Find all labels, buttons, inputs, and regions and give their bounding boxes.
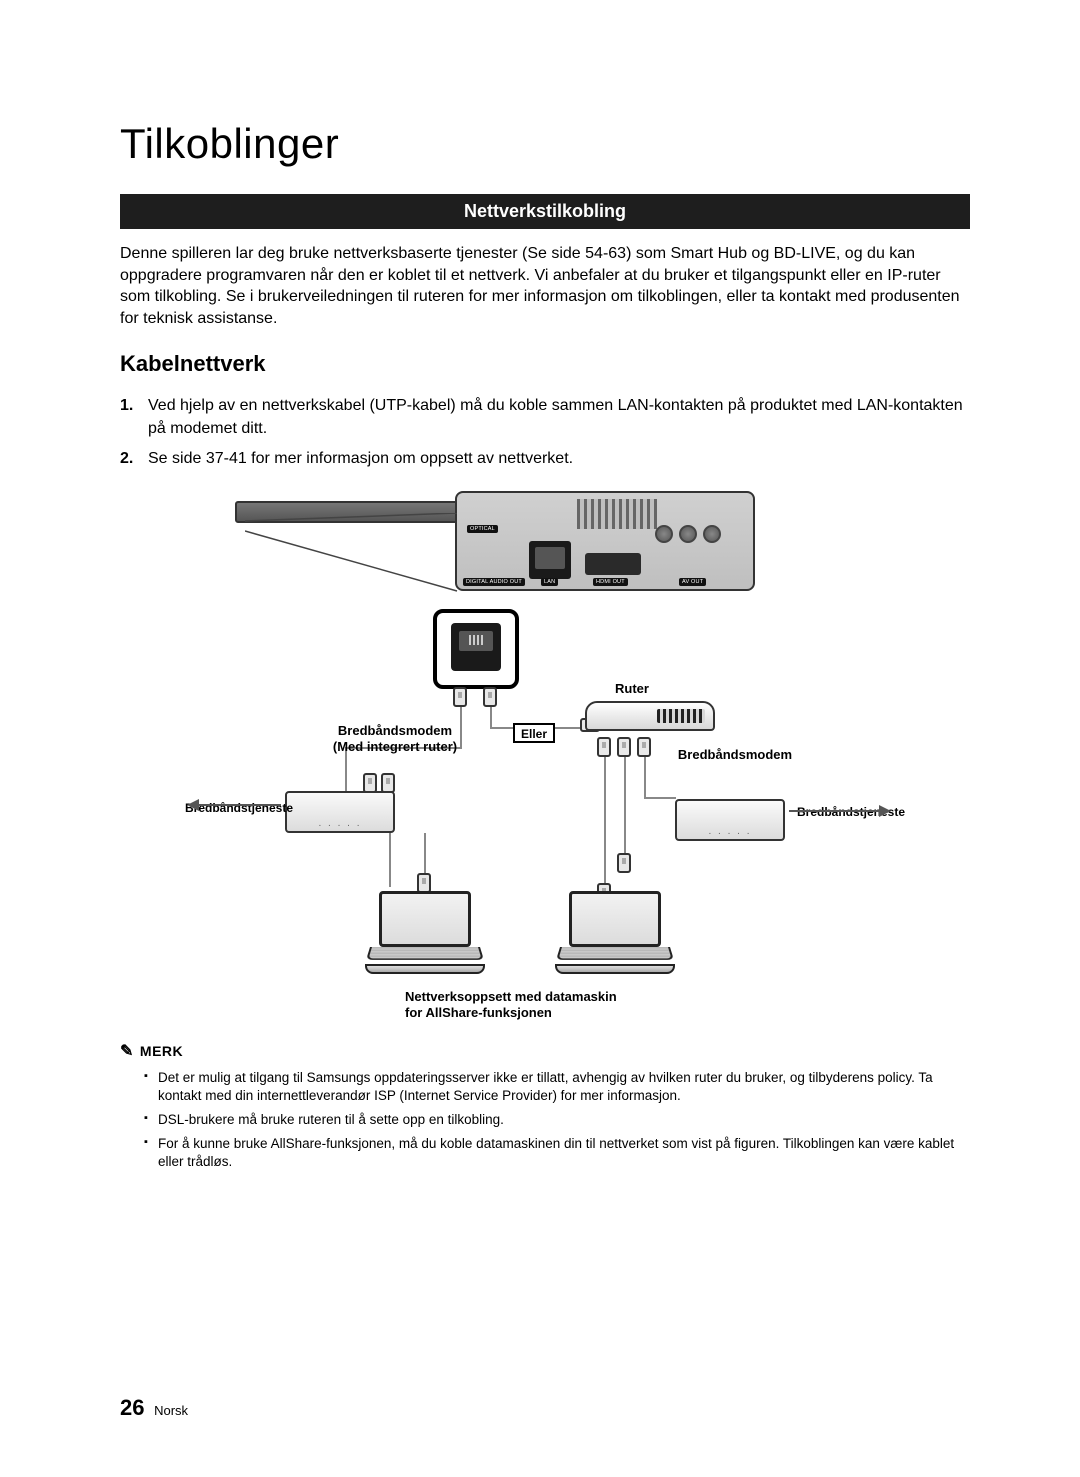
laptop-left-icon	[365, 891, 485, 971]
arrow-left-icon	[185, 793, 285, 817]
label-hdmi: HDMI OUT	[593, 578, 628, 586]
step-list: 1. Ved hjelp av en nettverkskabel (UTP-k…	[120, 395, 970, 470]
rj45-plug-icon	[417, 873, 431, 893]
label-modem-right: Bredbåndsmodem	[655, 747, 815, 763]
cable-segment	[644, 757, 646, 797]
cable-segment	[490, 707, 492, 727]
vent-icon	[577, 499, 657, 529]
subheading-kabelnettverk: Kabelnettverk	[120, 351, 970, 377]
label-av: AV OUT	[679, 578, 706, 586]
intro-paragraph: Denne spilleren lar deg bruke nettverksb…	[120, 243, 970, 329]
cable-segment	[604, 757, 606, 887]
modem-right-icon	[675, 799, 785, 841]
note-heading: ✎ MERK	[120, 1041, 970, 1061]
diagram-caption: Nettverksoppsett med datamaskin for AllS…	[405, 989, 685, 1022]
caption-line2: for AllShare-funksjonen	[405, 1005, 552, 1020]
note-item-1: Det er mulig at tilgang til Samsungs opp…	[144, 1069, 970, 1105]
cable-segment	[624, 757, 626, 857]
cable-segment	[424, 833, 426, 873]
rj45-plug-icon	[637, 737, 651, 757]
chapter-title: Tilkoblinger	[120, 120, 970, 168]
cable-segment	[644, 797, 676, 799]
rj45-plug-icon	[453, 687, 467, 707]
note-item-2: DSL-brukere må bruke ruteren til å sette…	[144, 1111, 970, 1129]
step-2-num: 2.	[120, 448, 148, 470]
note-item-3: For å kunne bruke AllShare-funksjonen, m…	[144, 1135, 970, 1171]
step-2: 2. Se side 37-41 for mer informasjon om …	[120, 448, 970, 470]
caption-line1: Nettverksoppsett med datamaskin	[405, 989, 617, 1004]
lan-port-icon	[529, 541, 571, 579]
section-bar: Nettverkstilkobling	[120, 194, 970, 229]
zoom-lines-icon	[245, 513, 535, 593]
rj45-plug-icon	[381, 773, 395, 793]
label-modem-left-line2: (Med integrert ruter)	[333, 739, 457, 754]
label-eller: Eller	[513, 723, 555, 743]
label-modem-left: Bredbåndsmodem (Med integrert ruter)	[315, 723, 475, 756]
label-ruter: Ruter	[615, 681, 649, 697]
note-icon: ✎	[120, 1041, 134, 1061]
modem-left-icon	[285, 791, 395, 833]
step-1-num: 1.	[120, 395, 148, 440]
page-footer: 26 Norsk	[120, 1395, 188, 1421]
step-1-text: Ved hjelp av en nettverkskabel (UTP-kabe…	[148, 395, 970, 440]
rj45-plug-icon	[617, 737, 631, 757]
step-1: 1. Ved hjelp av en nettverkskabel (UTP-k…	[120, 395, 970, 440]
network-diagram: OPTICAL DIGITAL AUDIO OUT LAN HDMI OUT A…	[185, 491, 905, 1031]
rj45-plug-icon	[483, 687, 497, 707]
laptop-right-icon	[555, 891, 675, 971]
arrow-right-icon	[785, 799, 895, 823]
rj45-plug-icon	[363, 773, 377, 793]
note-heading-text: MERK	[140, 1043, 183, 1059]
note-list: Det er mulig at tilgang til Samsungs opp…	[120, 1069, 970, 1172]
router-icon	[585, 701, 715, 731]
cable-segment	[389, 833, 391, 887]
note-block: ✎ MERK Det er mulig at tilgang til Samsu…	[120, 1041, 970, 1172]
lan-port-zoom-icon	[433, 609, 519, 689]
hdmi-port-icon	[585, 553, 641, 575]
rca-ports-icon	[655, 525, 721, 543]
rj45-plug-icon	[597, 737, 611, 757]
page-language: Norsk	[154, 1403, 188, 1418]
rj45-plug-icon	[617, 853, 631, 873]
step-2-text: Se side 37-41 for mer informasjon om opp…	[148, 448, 970, 470]
label-lan: LAN	[541, 578, 558, 586]
page-number: 26	[120, 1395, 144, 1420]
label-modem-left-line1: Bredbåndsmodem	[338, 723, 452, 738]
